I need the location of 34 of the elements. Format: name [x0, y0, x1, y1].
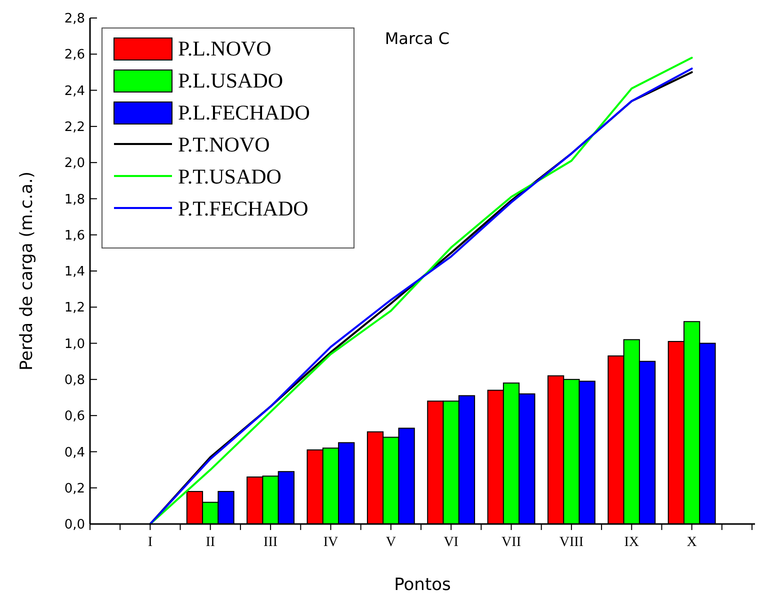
text: Marca C	[384, 29, 450, 48]
y-tick-label: 0,6	[64, 409, 85, 424]
x-tick-label: IX	[624, 535, 640, 550]
legend-label: P.T.FECHADO	[178, 196, 308, 220]
y-tick-label: 1,2	[64, 300, 85, 316]
y-tick-label: 2,4	[64, 84, 85, 99]
x-tick-label: V	[386, 535, 396, 550]
x-tick-label: II	[206, 535, 216, 550]
legend-label: P.L.FECHADO	[178, 100, 310, 124]
y-tick-label: 1,6	[64, 228, 85, 244]
x-tick-label: IV	[323, 535, 338, 550]
y-tick-label: 1,0	[64, 336, 85, 352]
y-tick-label: 2,0	[64, 156, 85, 172]
x-tick-label: X	[686, 535, 697, 550]
legend-label: P.L.USADO	[178, 68, 284, 92]
y-tick-label: 2,6	[64, 48, 85, 63]
y-tick-label: 0,2	[64, 481, 85, 496]
x-axis-title: Pontos	[394, 575, 452, 595]
x-tick-label: VIII	[559, 535, 584, 550]
y-tick-label: 2,2	[64, 120, 85, 135]
legend-label: P.T.USADO	[178, 164, 282, 188]
y-axis-title: Perda de carga (m.c.a.)	[17, 172, 37, 370]
x-tick-label: VI	[444, 535, 459, 550]
x-tick-label: I	[148, 535, 153, 550]
y-tick-label: 1,8	[64, 192, 85, 208]
legend-label: P.T.NOVO	[178, 132, 270, 156]
legend-label: P.L.NOVO	[178, 36, 272, 60]
y-tick-label: 0,8	[64, 372, 85, 388]
y-tick-label: 0,0	[64, 518, 85, 533]
y-tick-label: 0,4	[64, 445, 85, 460]
y-tick-label: 1,4	[64, 264, 85, 280]
x-tick-label: III	[264, 535, 278, 550]
x-tick-label: VII	[502, 535, 522, 550]
y-tick-label: 2,8	[64, 12, 85, 27]
